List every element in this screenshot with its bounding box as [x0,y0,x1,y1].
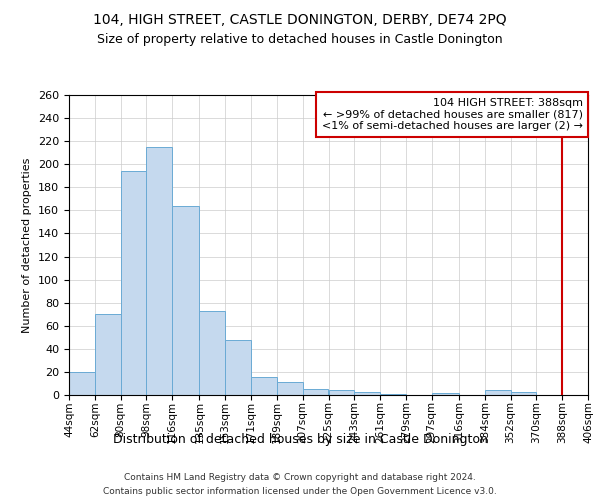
Bar [432,392,459,395]
Bar [95,314,121,395]
Bar [355,392,380,395]
Bar [69,372,95,395]
Bar [329,390,355,395]
Y-axis label: Number of detached properties: Number of detached properties [22,158,32,332]
Text: 104 HIGH STREET: 388sqm
← >99% of detached houses are smaller (817)
<1% of semi-: 104 HIGH STREET: 388sqm ← >99% of detach… [322,98,583,131]
Bar [302,389,329,395]
Text: Contains HM Land Registry data © Crown copyright and database right 2024.: Contains HM Land Registry data © Crown c… [124,472,476,482]
Bar [146,147,172,395]
Bar [485,390,511,395]
Bar [199,311,225,395]
Bar [511,392,536,395]
Text: Distribution of detached houses by size in Castle Donington: Distribution of detached houses by size … [113,432,487,446]
Bar [121,171,146,395]
Text: 104, HIGH STREET, CASTLE DONINGTON, DERBY, DE74 2PQ: 104, HIGH STREET, CASTLE DONINGTON, DERB… [93,12,507,26]
Text: Contains public sector information licensed under the Open Government Licence v3: Contains public sector information licen… [103,488,497,496]
Bar [172,206,199,395]
Bar [380,394,406,395]
Bar [225,340,251,395]
Bar [251,376,277,395]
Bar [277,382,302,395]
Text: Size of property relative to detached houses in Castle Donington: Size of property relative to detached ho… [97,32,503,46]
